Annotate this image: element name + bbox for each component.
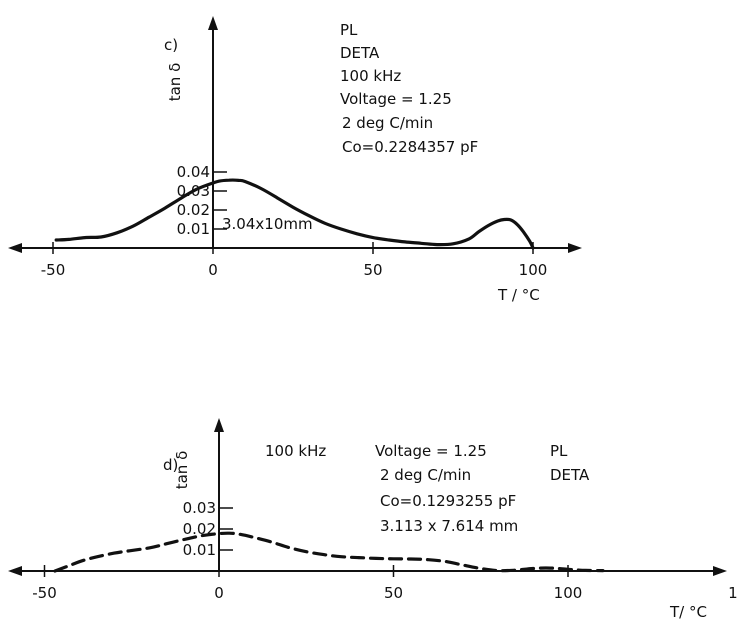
annotation-dimensions: 3.04x10mm	[222, 215, 313, 233]
y-tick-label: 0.01	[177, 220, 210, 238]
annotation-dimensions: 3.113 x 7.614 mm	[380, 517, 518, 535]
x-axis-label: T / °C	[497, 286, 540, 304]
y-axis-label: tan δ	[166, 63, 184, 102]
y-axis-arrow	[214, 418, 224, 432]
x-tick-label: 100	[554, 584, 583, 602]
y-tick-label: 0.04	[177, 163, 210, 181]
x-axis-label: T/ °C	[669, 603, 707, 621]
series-line	[53, 531, 605, 573]
annotation-capacitance: Co=0.2284357 pF	[342, 138, 478, 156]
y-tick-label: 0.02	[177, 201, 210, 219]
x-tick-label: 50	[384, 584, 403, 602]
panel-d: d) tan δ T/ °C 100 kHz Voltage = 1.25 2 …	[8, 418, 738, 621]
annotation-method: DETA	[550, 466, 590, 484]
annotation-capacitance: Co=0.1293255 pF	[380, 492, 516, 510]
x-tick-label: 150	[728, 584, 738, 602]
y-tick-label: 0.01	[183, 541, 216, 559]
annotation-heating-rate: 2 deg C/min	[380, 466, 471, 484]
x-tick-label: -50	[32, 584, 57, 602]
y-axis-arrow	[208, 16, 218, 30]
annotation-heating-rate: 2 deg C/min	[342, 114, 433, 132]
series-line	[54, 178, 535, 250]
annotation-voltage: Voltage = 1.25	[340, 90, 452, 108]
x-tick-label: -50	[41, 261, 66, 279]
panel-c: c) tan δ T / °C PL DETA 100 kHz Voltage …	[8, 16, 582, 304]
annotation-frequency: 100 kHz	[340, 67, 401, 85]
annotation-sample: PL	[550, 442, 568, 460]
x-tick-label: 100	[519, 261, 548, 279]
y-tick-label: 0.03	[183, 499, 216, 517]
x-tick-label: 50	[363, 261, 382, 279]
x-axis-arrow-right	[713, 566, 727, 576]
x-axis-arrow-left	[8, 566, 22, 576]
panel-label: c)	[164, 36, 178, 54]
x-tick-label: 0	[214, 584, 224, 602]
panel-label: d)	[163, 456, 178, 474]
x-tick-label: 0	[208, 261, 218, 279]
x-axis-arrow-right	[568, 243, 582, 253]
x-axis-arrow-left	[8, 243, 22, 253]
annotation-voltage: Voltage = 1.25	[375, 442, 487, 460]
annotation-frequency: 100 kHz	[265, 442, 326, 460]
annotation-method: DETA	[340, 44, 380, 62]
annotation-sample: PL	[340, 21, 358, 39]
y-axis-label: tan δ	[173, 451, 191, 490]
